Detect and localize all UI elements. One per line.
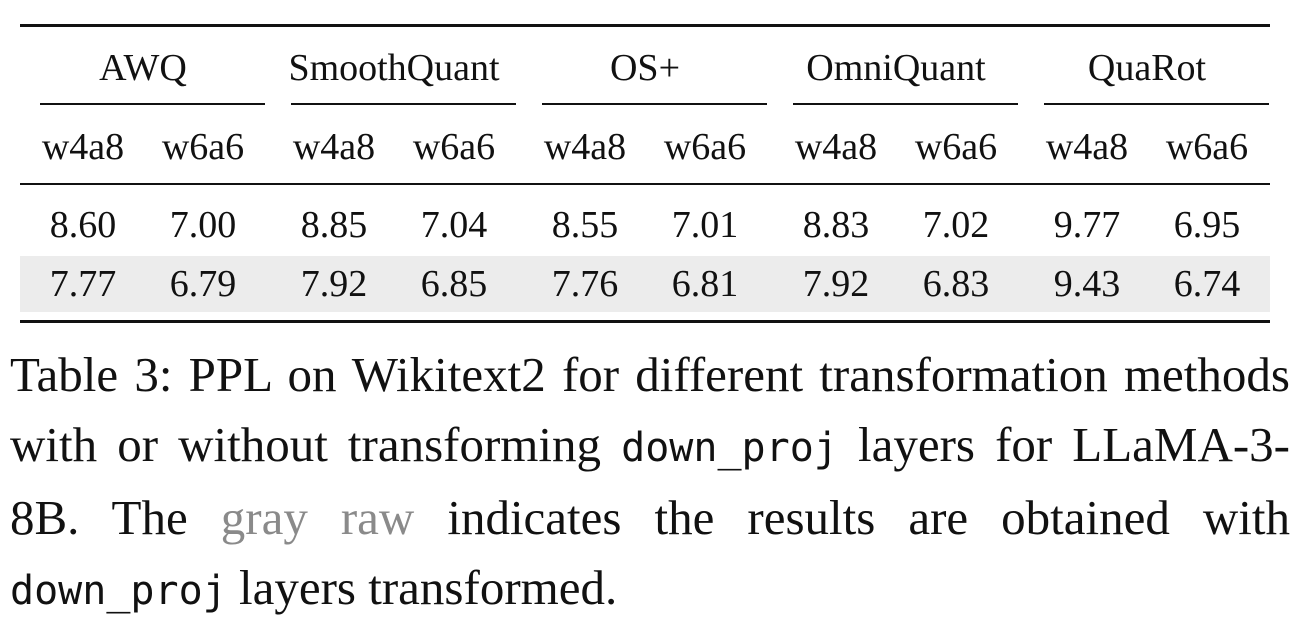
group-header: OS+ [609, 47, 681, 89]
caption-code: down_proj [621, 425, 838, 471]
table-cell: 9.43 [1053, 263, 1121, 305]
table-cell: 6.79 [169, 263, 237, 305]
group-underline [40, 103, 265, 105]
group-underline [793, 103, 1018, 105]
table-cell: 6.74 [1173, 263, 1241, 305]
group-header: OmniQuant [806, 47, 986, 89]
table-cell: 7.00 [169, 204, 237, 246]
gray-row-band [20, 256, 1270, 312]
caption-text: layers for LLaMA-3-8B. The [10, 417, 1290, 545]
top-rule [20, 24, 1270, 27]
table-cell: 9.77 [1053, 204, 1121, 246]
mid-rule [20, 183, 1270, 185]
caption-text: indicates the results are obtained with [414, 490, 1290, 545]
table-cell: 6.83 [922, 263, 990, 305]
group-underline [1044, 103, 1269, 105]
table-cell: 7.77 [49, 263, 117, 305]
table: AWQ SmoothQuant OS+ OmniQuant QuaRot w4a8 w6a6… [20, 24, 1270, 323]
caption-text: layers transformed. [226, 560, 618, 615]
sub-header: w6a6 [161, 126, 245, 168]
table-cell: 7.76 [551, 263, 619, 305]
table-cell: 8.55 [551, 204, 619, 246]
table-cell: 7.92 [300, 263, 368, 305]
sub-header: w6a6 [1165, 126, 1249, 168]
sub-header: w4a8 [1045, 126, 1129, 168]
group-underline [542, 103, 767, 105]
sub-header: w4a8 [794, 126, 878, 168]
sub-header: w4a8 [543, 126, 627, 168]
bottom-rule [20, 320, 1270, 323]
sub-header: w6a6 [914, 126, 998, 168]
group-header: AWQ [99, 47, 187, 89]
table-cell: 8.83 [802, 204, 870, 246]
caption-text: Table 3: PPL on Wikitext2 for different … [10, 347, 1290, 472]
sub-header: w4a8 [41, 126, 125, 168]
table-cell: 7.02 [922, 204, 990, 246]
table-cell: 6.95 [1173, 204, 1241, 246]
caption: Table 3: PPL on Wikitext2 for different … [10, 340, 1290, 626]
group-header: QuaRot [1087, 47, 1207, 89]
table-cell: 8.60 [49, 204, 117, 246]
table-cell: 7.04 [420, 204, 488, 246]
sub-header: w4a8 [292, 126, 376, 168]
table-cell: 6.85 [420, 263, 488, 305]
group-underline [291, 103, 516, 105]
caption-gray-text: gray raw [220, 490, 415, 545]
table-cell: 7.01 [671, 204, 739, 246]
caption-code: down_proj [10, 568, 227, 614]
table-cell: 6.81 [671, 263, 739, 305]
table-cell: 8.85 [300, 204, 368, 246]
sub-header: w6a6 [663, 126, 747, 168]
group-header: SmoothQuant [288, 47, 500, 89]
table-cell: 7.92 [802, 263, 870, 305]
sub-header: w6a6 [412, 126, 496, 168]
